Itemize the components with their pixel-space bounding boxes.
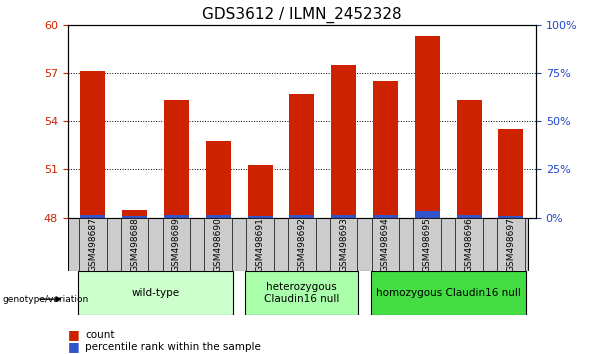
Text: GSM498692: GSM498692	[297, 217, 306, 272]
Bar	[289, 94, 315, 218]
Text: GSM498696: GSM498696	[465, 217, 474, 272]
Bar	[121, 218, 148, 271]
Bar	[288, 218, 316, 271]
Bar	[456, 100, 482, 218]
Bar	[289, 215, 315, 218]
Text: GSM498691: GSM498691	[256, 217, 264, 272]
Bar	[80, 72, 105, 218]
Bar	[373, 81, 398, 218]
Text: ■: ■	[68, 341, 80, 353]
Bar	[331, 215, 356, 218]
Bar	[78, 271, 233, 315]
Bar	[122, 210, 147, 218]
Text: GSM498695: GSM498695	[423, 217, 432, 272]
Text: ■: ■	[68, 328, 80, 341]
Bar	[163, 218, 190, 271]
Text: GSM498690: GSM498690	[214, 217, 223, 272]
Text: percentile rank within the sample: percentile rank within the sample	[85, 342, 262, 352]
Bar	[79, 218, 107, 271]
Bar	[497, 218, 525, 271]
Bar	[498, 129, 524, 218]
Text: GSM498694: GSM498694	[381, 217, 390, 272]
Bar	[372, 218, 399, 271]
Text: GSM498689: GSM498689	[172, 217, 181, 272]
Text: heterozygous
Claudin16 null: heterozygous Claudin16 null	[264, 282, 339, 304]
Bar	[247, 165, 273, 218]
Bar	[80, 215, 105, 218]
Bar	[498, 216, 524, 218]
Bar	[204, 218, 232, 271]
Bar	[415, 36, 440, 218]
Text: GSM498697: GSM498697	[507, 217, 515, 272]
Bar	[246, 271, 358, 315]
Bar	[456, 215, 482, 218]
Text: genotype/variation: genotype/variation	[3, 295, 89, 304]
Text: GSM498688: GSM498688	[130, 217, 139, 272]
Bar	[330, 218, 358, 271]
Bar	[371, 271, 525, 315]
Bar	[247, 216, 273, 218]
Bar	[206, 141, 231, 218]
Bar	[164, 215, 189, 218]
Text: wild-type: wild-type	[131, 288, 180, 298]
Text: GSM498693: GSM498693	[339, 217, 348, 272]
Bar	[164, 100, 189, 218]
Bar	[455, 218, 483, 271]
Bar	[373, 215, 398, 218]
Text: GSM498687: GSM498687	[88, 217, 97, 272]
Bar	[331, 65, 356, 218]
Title: GDS3612 / ILMN_2452328: GDS3612 / ILMN_2452328	[202, 7, 402, 23]
Bar	[206, 215, 231, 218]
Text: homozygous Claudin16 null: homozygous Claudin16 null	[376, 288, 521, 298]
Text: count: count	[85, 330, 115, 339]
Bar	[413, 218, 441, 271]
Bar	[246, 218, 274, 271]
Bar	[122, 216, 147, 218]
Bar	[415, 211, 440, 218]
